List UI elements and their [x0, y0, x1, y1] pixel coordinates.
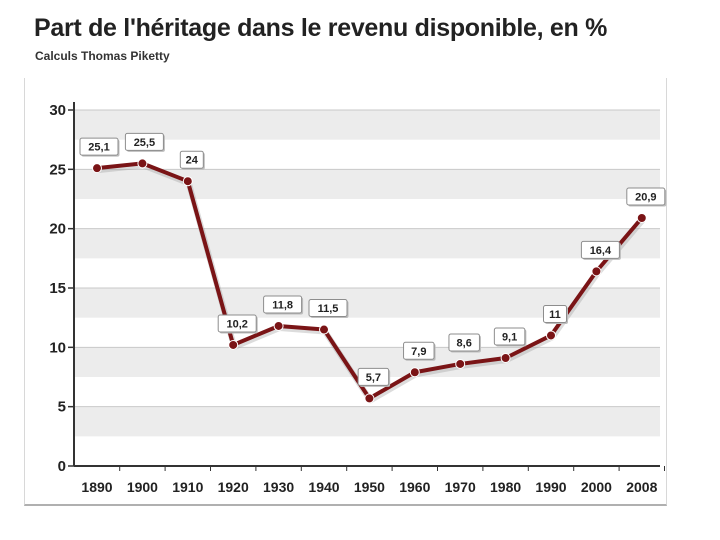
chart-header: Part de l'héritage dans le revenu dispon… [0, 0, 720, 80]
data-label-box [217, 314, 257, 333]
data-point [182, 176, 193, 187]
data-label-box [263, 295, 303, 314]
x-tick-label: 1980 [490, 479, 521, 495]
grid-band [74, 228, 660, 259]
data-point [273, 320, 284, 331]
x-tick-label: 1940 [308, 479, 339, 495]
data-label-box [493, 327, 526, 346]
data-point [228, 339, 239, 350]
y-tick-label: 20 [49, 221, 66, 238]
chart-title: Part de l'héritage dans le revenu dispon… [34, 14, 608, 42]
data-label: 20,9 [635, 191, 656, 203]
data-point [364, 393, 375, 404]
data-point [546, 330, 556, 341]
data-point [455, 358, 466, 369]
x-tick-label: 1970 [445, 479, 476, 495]
data-label: 7,9 [411, 346, 426, 358]
grid-band [74, 110, 660, 140]
x-tick-label: 1910 [172, 479, 203, 495]
y-tick-label: 15 [49, 280, 66, 297]
data-label: 11,8 [272, 299, 293, 311]
data-label-box [403, 341, 435, 360]
x-tick-label: 1930 [263, 479, 294, 495]
data-label: 25,5 [134, 137, 155, 149]
data-label-box [543, 304, 567, 323]
data-label-box [580, 240, 620, 259]
data-label: 11,5 [318, 303, 339, 315]
data-point [636, 212, 647, 223]
data-label: 8,6 [457, 337, 472, 349]
data-label: 10,2 [226, 318, 247, 330]
data-label-box [626, 187, 666, 206]
data-label-box [448, 333, 480, 352]
x-tick-label: 1900 [127, 479, 158, 495]
data-label: 11 [549, 309, 561, 321]
x-tick-label: 1960 [399, 479, 430, 495]
data-point [92, 163, 102, 174]
y-tick-label: 10 [49, 339, 66, 356]
data-label: 9,1 [502, 332, 517, 344]
data-label: 24 [186, 155, 199, 167]
x-tick-label: 1920 [218, 479, 249, 495]
data-point [500, 353, 511, 364]
y-tick-label: 25 [49, 161, 66, 178]
data-label-box [79, 137, 119, 156]
data-label-box [308, 299, 348, 318]
data-label: 16,4 [590, 245, 612, 257]
data-point [137, 158, 148, 169]
x-tick-label: 2000 [581, 479, 612, 495]
y-tick-label: 0 [58, 458, 66, 475]
y-tick-label: 5 [58, 399, 66, 416]
data-label-box [179, 150, 204, 169]
data-point [409, 367, 420, 378]
data-label: 25,1 [88, 142, 109, 154]
x-tick-label: 1890 [81, 479, 112, 495]
data-point [591, 266, 602, 277]
y-tick-label: 30 [49, 102, 66, 119]
data-label: 5,7 [366, 372, 381, 384]
data-point [319, 324, 329, 335]
chart-subtitle: Calculs Thomas Piketty [35, 49, 170, 63]
x-tick-label: 1950 [354, 479, 385, 495]
data-label-box [357, 367, 390, 386]
x-tick-label: 2008 [626, 479, 657, 495]
grid-band [74, 406, 660, 437]
x-tick-label: 1990 [535, 479, 566, 495]
data-label-box [124, 132, 164, 151]
